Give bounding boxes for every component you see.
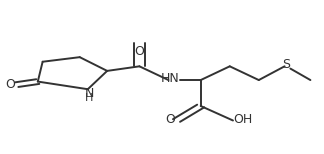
Text: N: N bbox=[85, 87, 94, 99]
Text: O: O bbox=[134, 45, 145, 58]
Text: O: O bbox=[5, 78, 15, 91]
Text: OH: OH bbox=[233, 113, 252, 126]
Text: S: S bbox=[282, 58, 290, 71]
Text: HN: HN bbox=[161, 72, 179, 85]
Text: H: H bbox=[85, 93, 94, 103]
Text: O: O bbox=[165, 113, 175, 126]
